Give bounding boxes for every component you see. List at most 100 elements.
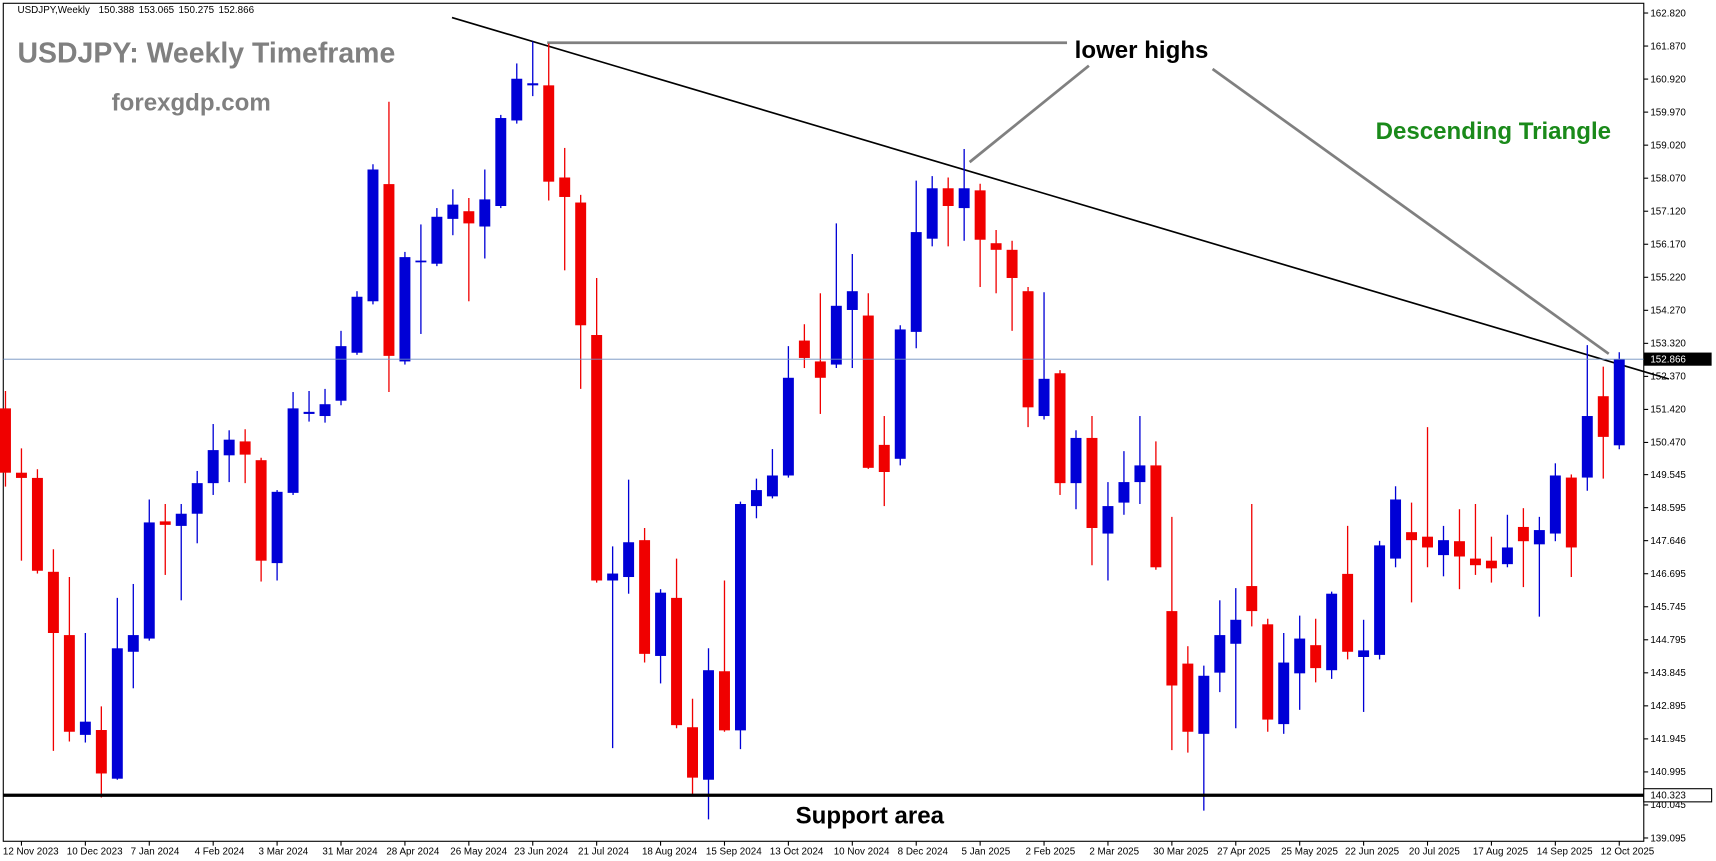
y-tick-label: 139.095 (1650, 833, 1686, 844)
candle-body (127, 635, 139, 652)
candle-body (862, 315, 874, 468)
candle-body (1469, 558, 1481, 566)
y-tick-label: 141.945 (1650, 734, 1686, 745)
x-tick-label: 12 Oct 2025 (1601, 846, 1655, 857)
annotation: Descending Triangle (1376, 118, 1611, 145)
candle-body (431, 216, 443, 264)
candle-body (255, 460, 267, 561)
candle-body (1214, 635, 1226, 673)
candle-body (990, 243, 1002, 250)
candle-body (703, 670, 714, 780)
candle-body (958, 188, 970, 209)
candle-body (655, 592, 667, 656)
y-tick-label: 159.970 (1650, 107, 1686, 118)
candle-body (383, 184, 395, 356)
trend-line (451, 16, 1670, 380)
candle-body (942, 188, 954, 207)
candle-body (782, 377, 794, 476)
y-tick-label: 143.845 (1650, 668, 1686, 679)
candle-body (1182, 663, 1194, 732)
candle-body (143, 522, 155, 639)
candle-body (1581, 416, 1593, 478)
candle-body (1549, 475, 1561, 534)
candle-body (1166, 611, 1178, 686)
candle-body (1086, 437, 1098, 528)
x-tick-label: 23 Jun 2024 (514, 846, 569, 857)
candle-body (1406, 532, 1418, 541)
candle-body (1006, 249, 1018, 278)
candle-body (159, 521, 171, 525)
symbol: USDJPY,Weekly (18, 5, 90, 16)
x-tick-label: 22 Jun 2025 (1345, 846, 1400, 857)
x-tick-label: 27 Apr 2025 (1217, 846, 1271, 857)
y-tick-label: 160.920 (1650, 74, 1686, 85)
candle-body (1613, 359, 1625, 446)
candle-body (239, 441, 251, 455)
y-tick-label: 146.695 (1650, 569, 1686, 580)
y-tick-label: 161.870 (1650, 41, 1686, 52)
x-tick-label: 2 Feb 2025 (1025, 846, 1075, 857)
candle-body (1501, 547, 1513, 565)
candle-body (303, 411, 315, 414)
candle-body (1070, 437, 1082, 484)
candle-body (1054, 373, 1066, 484)
x-tick-label: 31 Mar 2024 (322, 846, 378, 857)
y-tick-label: 154.270 (1650, 306, 1686, 317)
candle-body (591, 335, 603, 581)
candle-body (319, 404, 331, 417)
y-tick-label: 140.045 (1650, 800, 1686, 811)
candle-body (639, 540, 651, 654)
x-tick-label: 21 Jul 2024 (578, 846, 629, 857)
header-value: 150.388 (99, 5, 135, 16)
candle-body (830, 305, 842, 365)
candle-body (846, 291, 858, 310)
x-tick-label: 3 Mar 2024 (258, 846, 308, 857)
x-tick-label: 10 Nov 2024 (834, 846, 890, 857)
candle-body (1454, 541, 1465, 557)
candle-body (1198, 675, 1210, 734)
candle-body (814, 361, 826, 378)
x-tick-label: 13 Oct 2024 (770, 846, 824, 857)
x-tick-label: 12 Nov 2023 (3, 846, 59, 857)
candle-body (1326, 593, 1338, 671)
pointer-line (968, 64, 1090, 164)
candle-body (1118, 482, 1130, 503)
x-tick-label: 8 Dec 2024 (898, 846, 949, 857)
y-tick-label: 140.995 (1650, 767, 1686, 778)
candle-body (447, 204, 459, 219)
x-tick-label: 25 May 2025 (1281, 846, 1338, 857)
candle-body (495, 118, 507, 207)
header-value: 150.275 (179, 5, 215, 16)
candle-body (1374, 545, 1386, 655)
candle-body (271, 491, 283, 564)
candle-body (878, 444, 890, 473)
candle-body (1022, 291, 1034, 408)
candle-body (111, 648, 123, 779)
x-tick-label: 10 Dec 2023 (67, 846, 123, 857)
candle-body (750, 490, 762, 507)
candle-body (287, 408, 299, 493)
y-tick-label: 151.420 (1650, 405, 1686, 416)
y-tick-label: 156.170 (1650, 240, 1686, 251)
candle-body (543, 85, 555, 182)
candle-body (1134, 465, 1146, 483)
y-tick-label: 153.320 (1650, 339, 1686, 350)
annotation: lower highs (1075, 37, 1209, 64)
candle-body (1246, 586, 1258, 612)
candle-body (1102, 506, 1114, 534)
candle-body (351, 296, 363, 353)
candle-body (559, 177, 571, 197)
candle-body (415, 260, 427, 263)
candle-body (191, 483, 203, 514)
candle-body (463, 211, 475, 224)
candle-body (1358, 650, 1370, 657)
y-tick-label: 155.220 (1650, 273, 1686, 284)
candle-body (926, 188, 938, 239)
candle-body (607, 573, 619, 581)
x-tick-label: 7 Jan 2024 (131, 846, 180, 857)
y-tick-label: 147.646 (1650, 536, 1686, 547)
candle-body (511, 78, 523, 121)
chart-title: USDJPY: Weekly Timeframe (18, 37, 396, 69)
candle-body (0, 408, 11, 473)
